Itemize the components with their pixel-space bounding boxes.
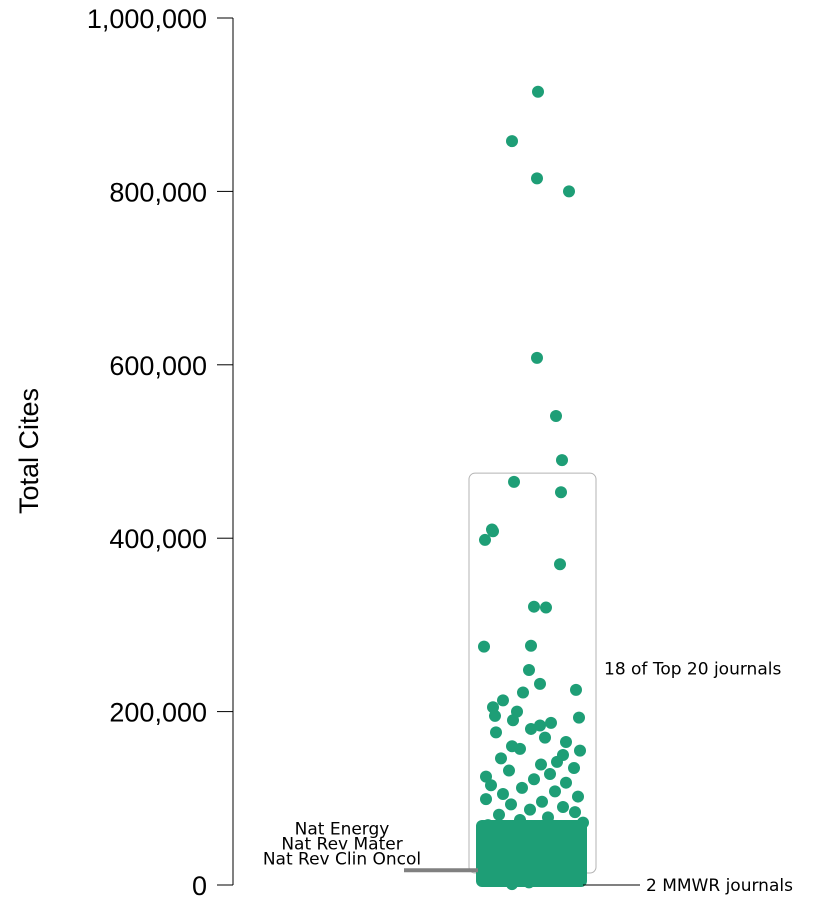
data-point — [573, 711, 585, 724]
y-tick-label-0: 0 — [192, 871, 207, 900]
data-point — [508, 475, 520, 488]
data-point — [535, 758, 547, 771]
y-axis: 0 200,000 400,000 600,000 800,000 1,000,000 — [87, 4, 234, 900]
data-point — [490, 726, 502, 739]
data-point — [487, 525, 499, 538]
dense-band-fill — [476, 819, 587, 887]
y-tick-label-5: 1,000,000 — [87, 4, 207, 34]
data-point — [534, 719, 546, 732]
nat-energy-label: Nat Energy — [295, 819, 390, 839]
data-point — [572, 790, 584, 803]
data-point — [555, 486, 567, 499]
data-point — [495, 752, 507, 765]
data-point — [560, 735, 572, 748]
data-point — [532, 85, 544, 98]
data-point — [514, 742, 526, 755]
data-point — [479, 533, 491, 546]
data-point — [551, 755, 563, 768]
mmwr-label: 2 MMWR journals — [646, 876, 793, 896]
data-point — [503, 764, 515, 777]
data-point — [493, 808, 505, 821]
data-point — [556, 454, 568, 467]
data-point — [505, 798, 517, 811]
data-point — [528, 600, 540, 613]
data-point — [528, 773, 540, 786]
data-point — [531, 172, 543, 185]
data-point — [550, 409, 562, 422]
data-point — [560, 776, 572, 789]
data-point — [480, 770, 492, 783]
data-point — [574, 744, 586, 757]
data-point — [554, 558, 566, 571]
nat-rev-clin-oncol-label: Nat Rev Clin Oncol — [263, 849, 421, 869]
data-point — [534, 677, 546, 690]
data-point — [489, 709, 501, 722]
data-point — [517, 686, 529, 699]
data-point — [536, 795, 548, 808]
data-point — [497, 694, 509, 707]
data-point — [557, 800, 569, 813]
y-tick-label-4: 800,000 — [109, 177, 207, 207]
nat-rev-mater-label: Nat Rev Mater — [281, 834, 402, 854]
top-journals-label: 18 of Top 20 journals — [604, 659, 781, 679]
data-point — [478, 640, 490, 653]
data-point — [525, 639, 537, 652]
data-point — [507, 714, 519, 727]
data-point — [570, 683, 582, 696]
data-point — [544, 768, 556, 781]
data-point — [549, 785, 561, 798]
y-tick-label-3: 600,000 — [109, 351, 207, 381]
data-point — [497, 787, 509, 800]
y-axis-title: Total Cites — [14, 388, 44, 514]
data-point — [540, 601, 552, 614]
data-point — [563, 185, 575, 198]
data-point — [485, 779, 497, 792]
dense-band — [476, 819, 587, 887]
data-point — [569, 806, 581, 819]
y-tick-label-2: 400,000 — [109, 524, 207, 554]
data-point — [525, 722, 537, 735]
data-point — [568, 761, 580, 774]
y-ticks: 0 200,000 400,000 600,000 800,000 1,000,000 — [87, 4, 233, 900]
data-point — [506, 135, 518, 148]
data-point — [523, 663, 535, 676]
data-point — [480, 793, 492, 806]
data-point — [524, 803, 536, 816]
data-point — [531, 351, 543, 364]
data-point — [516, 781, 528, 794]
data-point — [539, 731, 551, 744]
data-point — [545, 716, 557, 729]
y-tick-label-1: 200,000 — [109, 698, 207, 728]
points-layer — [478, 85, 589, 891]
